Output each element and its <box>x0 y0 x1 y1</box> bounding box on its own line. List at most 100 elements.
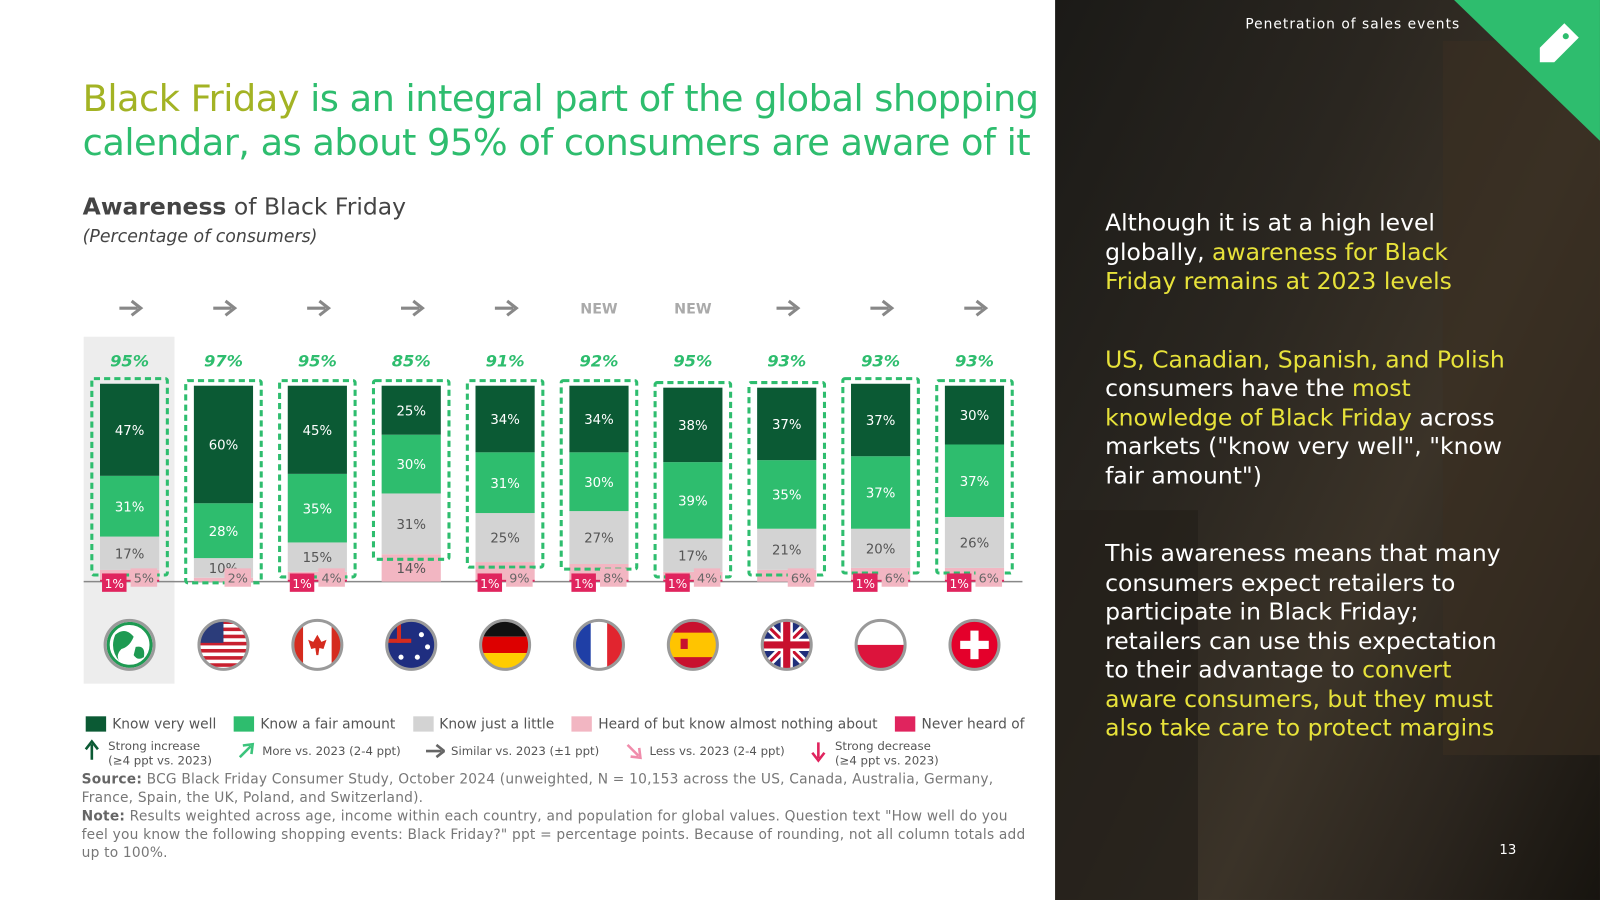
bar-segment <box>663 462 723 539</box>
trend-arrow <box>964 299 989 317</box>
bar-segment <box>944 579 1005 582</box>
segment-label: 30% <box>584 476 613 491</box>
f <box>396 621 402 643</box>
footnotes: Source: BCG Black Friday Consumer Study,… <box>82 770 1036 862</box>
bar-segment <box>944 516 1005 568</box>
bar-segment <box>193 577 254 582</box>
trend-arrow <box>238 742 255 759</box>
total-label: 95% <box>110 351 149 370</box>
arrow-head <box>130 299 144 317</box>
legend-item: Know a fair amount <box>233 716 395 733</box>
bar-segment <box>287 579 347 582</box>
arrow-head <box>975 299 989 317</box>
text-run: US, Canadian, Spanish, and Polish <box>1105 346 1505 373</box>
trend-arrow <box>626 743 642 760</box>
segment-label: 37% <box>960 475 989 490</box>
arrow-head <box>506 299 519 317</box>
bar-segment <box>287 473 347 543</box>
segment-label: 31% <box>396 518 425 533</box>
flag <box>387 621 435 669</box>
arrow-head <box>787 299 801 317</box>
shelf <box>1442 40 1600 756</box>
text-run: most knowledge of Black Friday <box>1105 375 1412 432</box>
note-text: Results weighted across age, income with… <box>81 808 1026 862</box>
label-box <box>975 568 1003 587</box>
paragraph: This awareness means that many consumers… <box>1105 540 1513 744</box>
label-box <box>693 568 721 587</box>
segment-label: 39% <box>678 494 707 509</box>
section-label: Penetration of sales events <box>1245 16 1461 33</box>
arrow-head <box>629 747 642 760</box>
f <box>960 640 989 649</box>
legend-item: Know very well <box>85 716 216 733</box>
legend-item: Know just a little <box>412 716 555 733</box>
flag <box>293 621 341 669</box>
bar-segment <box>944 444 1005 517</box>
trend-legend-line: Less vs. 2023 (2-4 ppt) <box>649 743 785 759</box>
f <box>680 638 688 649</box>
flag <box>763 621 811 669</box>
bar-segment <box>569 452 629 512</box>
f <box>199 648 247 653</box>
legend-swatch <box>412 716 434 732</box>
segment-label: 14% <box>396 562 425 577</box>
label-box <box>853 573 878 592</box>
bar-segment <box>851 579 911 582</box>
awareness-box <box>371 379 451 561</box>
segment-label: 37% <box>866 414 895 429</box>
text-run: This awareness means that many consumers… <box>1105 540 1501 684</box>
bar-segment <box>757 387 817 461</box>
flag <box>481 621 529 669</box>
segment-label: 6% <box>791 572 811 587</box>
label-box <box>599 568 627 587</box>
bar-segment <box>851 567 911 580</box>
legend-swatch <box>233 716 255 732</box>
f <box>575 621 591 669</box>
f <box>331 621 341 669</box>
segment-label: 6% <box>979 572 999 587</box>
bar-segment <box>193 385 254 504</box>
legend: Know very well Know a fair amount Know jus… <box>85 716 1025 733</box>
awareness-box <box>841 377 920 575</box>
legend-label: Never heard of <box>921 716 1025 733</box>
awareness-box <box>653 381 733 579</box>
trend-legend-text: More vs. 2023 (2-4 ppt) <box>262 739 400 758</box>
tag-icon <box>1539 23 1579 63</box>
arrow-shaft <box>238 745 252 759</box>
segment-label: 31% <box>490 477 519 492</box>
segment-label: 38% <box>678 419 707 434</box>
arrow-head <box>224 299 238 317</box>
total-label: 91% <box>486 351 525 370</box>
trend-icon <box>238 742 255 759</box>
label-box <box>571 573 596 592</box>
bar-segment <box>287 385 347 474</box>
label-box <box>102 573 127 592</box>
segment-label: 27% <box>584 532 613 547</box>
segment-label: 15% <box>303 551 332 566</box>
f <box>481 621 529 637</box>
f <box>199 621 224 643</box>
bar-segment <box>287 571 347 580</box>
segment-label: 1% <box>105 577 124 591</box>
f <box>293 621 304 669</box>
title-line: Black Friday is an integral part of the … <box>83 78 1039 122</box>
segment-label: 17% <box>678 549 707 564</box>
label-box <box>289 573 315 592</box>
bar-segment <box>99 383 160 476</box>
total-label: 97% <box>204 351 243 370</box>
arrow-head <box>811 751 826 763</box>
legend-swatch <box>895 716 916 732</box>
flag-ring <box>854 618 907 671</box>
trend-legend-item: Less vs. 2023 (2-4 ppt) <box>623 739 785 768</box>
trend-legend-item: Strong decrease (≥4 ppt vs. 2023) <box>808 738 939 767</box>
legend-label: Know just a little <box>439 716 555 733</box>
trend-legend-line: Similar vs. 2023 (±1 ppt) <box>451 743 600 759</box>
f <box>481 653 529 669</box>
text-run: Black Friday <box>82 78 300 121</box>
flag <box>199 621 247 669</box>
text-run: Awareness <box>82 193 227 221</box>
shelf <box>1055 510 1198 900</box>
trend-legend-line: Strong decrease <box>834 738 931 754</box>
segment-label: 26% <box>960 537 989 552</box>
arrow-head <box>84 739 99 751</box>
